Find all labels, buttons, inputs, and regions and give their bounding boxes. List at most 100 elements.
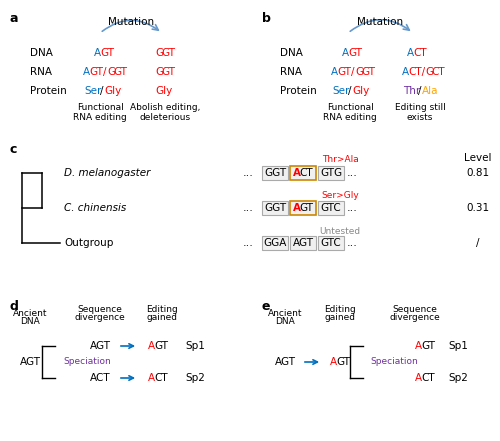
Text: GT/: GT/ <box>337 67 354 77</box>
Text: A: A <box>148 373 155 383</box>
Text: GT: GT <box>100 48 114 58</box>
Text: G: G <box>155 48 163 58</box>
Text: Protein: Protein <box>280 86 317 96</box>
Text: ...: ... <box>346 168 358 178</box>
Text: Ser: Ser <box>84 86 102 96</box>
Text: Untested: Untested <box>320 228 360 236</box>
Text: A: A <box>148 341 155 351</box>
Text: Sp2: Sp2 <box>448 373 468 383</box>
Text: GGT: GGT <box>264 168 286 178</box>
Text: /: / <box>418 86 422 96</box>
Text: GT: GT <box>348 48 362 58</box>
Text: Functional: Functional <box>326 104 374 112</box>
Text: CT: CT <box>413 48 426 58</box>
Text: A: A <box>293 168 301 178</box>
Text: Sequence: Sequence <box>78 306 122 314</box>
Text: Thr>Ala: Thr>Ala <box>322 156 358 164</box>
Text: DNA: DNA <box>275 318 295 326</box>
Text: divergence: divergence <box>74 314 126 322</box>
Text: A: A <box>407 48 414 58</box>
Text: A: A <box>331 67 338 77</box>
Text: Ala: Ala <box>422 86 438 96</box>
Text: RNA editing: RNA editing <box>323 113 377 123</box>
Text: ...: ... <box>346 238 358 248</box>
Text: exists: exists <box>407 113 433 123</box>
Text: D. melanogaster: D. melanogaster <box>64 168 150 178</box>
Text: A: A <box>83 67 90 77</box>
Text: Gly: Gly <box>104 86 121 96</box>
Text: ...: ... <box>346 203 358 213</box>
Text: Outgroup: Outgroup <box>64 238 114 248</box>
Text: A: A <box>415 341 422 351</box>
Bar <box>262 201 288 215</box>
Bar <box>318 201 344 215</box>
Bar <box>262 166 288 180</box>
Text: CT: CT <box>299 168 313 178</box>
Text: GT: GT <box>113 67 127 77</box>
Text: G: G <box>425 67 433 77</box>
Text: Thr: Thr <box>403 86 420 96</box>
Text: GTG: GTG <box>320 168 342 178</box>
Text: ACT: ACT <box>90 373 110 383</box>
Text: /: / <box>100 86 103 96</box>
Text: CT: CT <box>421 373 434 383</box>
Text: A: A <box>402 67 409 77</box>
Text: Functional: Functional <box>76 104 124 112</box>
Text: Gly: Gly <box>352 86 369 96</box>
Text: RNA: RNA <box>30 67 52 77</box>
Text: RNA editing: RNA editing <box>73 113 127 123</box>
Text: Sp1: Sp1 <box>185 341 205 351</box>
Text: GT: GT <box>421 341 435 351</box>
Text: GTC: GTC <box>320 203 342 213</box>
Text: ...: ... <box>242 238 254 248</box>
Text: A: A <box>342 48 349 58</box>
Text: GT: GT <box>336 357 350 367</box>
Text: Sequence: Sequence <box>392 306 438 314</box>
Text: Gly: Gly <box>155 86 172 96</box>
Text: DNA: DNA <box>20 318 40 326</box>
Bar <box>290 201 316 215</box>
Text: Abolish editing,: Abolish editing, <box>130 104 200 112</box>
Text: Ancient: Ancient <box>268 310 302 318</box>
Text: GT: GT <box>361 67 375 77</box>
Text: ...: ... <box>242 168 254 178</box>
Text: A: A <box>293 203 301 213</box>
Text: DNA: DNA <box>280 48 303 58</box>
Bar <box>318 166 344 180</box>
Text: ...: ... <box>242 203 254 213</box>
Text: GT: GT <box>154 341 168 351</box>
Text: GGA: GGA <box>264 238 286 248</box>
Text: Protein: Protein <box>30 86 67 96</box>
Text: d: d <box>10 300 19 313</box>
Text: gained: gained <box>324 314 356 322</box>
Text: Sp2: Sp2 <box>185 373 205 383</box>
Text: GT: GT <box>161 67 175 77</box>
Text: 0.31: 0.31 <box>466 203 489 213</box>
Text: 0.81: 0.81 <box>466 168 489 178</box>
Text: CT: CT <box>154 373 168 383</box>
Text: GGT: GGT <box>264 203 286 213</box>
Text: A: A <box>330 357 337 367</box>
Text: /: / <box>476 238 480 248</box>
Text: Ser>Gly: Ser>Gly <box>321 191 359 201</box>
Text: GT/: GT/ <box>89 67 106 77</box>
Text: AGT: AGT <box>90 341 110 351</box>
Text: AGT: AGT <box>274 357 295 367</box>
Text: DNA: DNA <box>30 48 53 58</box>
Text: Editing: Editing <box>324 306 356 314</box>
Text: C. chinensis: C. chinensis <box>64 203 126 213</box>
Text: A: A <box>415 373 422 383</box>
Text: G: G <box>155 67 163 77</box>
Bar <box>262 236 288 250</box>
Text: divergence: divergence <box>390 314 440 322</box>
Text: GTC: GTC <box>320 238 342 248</box>
Text: CT: CT <box>431 67 444 77</box>
Text: Speciation: Speciation <box>63 358 111 366</box>
Text: CT/: CT/ <box>408 67 425 77</box>
Text: e: e <box>262 300 270 313</box>
Text: c: c <box>10 143 18 156</box>
Bar <box>290 236 316 250</box>
Text: G: G <box>355 67 363 77</box>
Text: b: b <box>262 12 271 25</box>
Text: Sp1: Sp1 <box>448 341 468 351</box>
